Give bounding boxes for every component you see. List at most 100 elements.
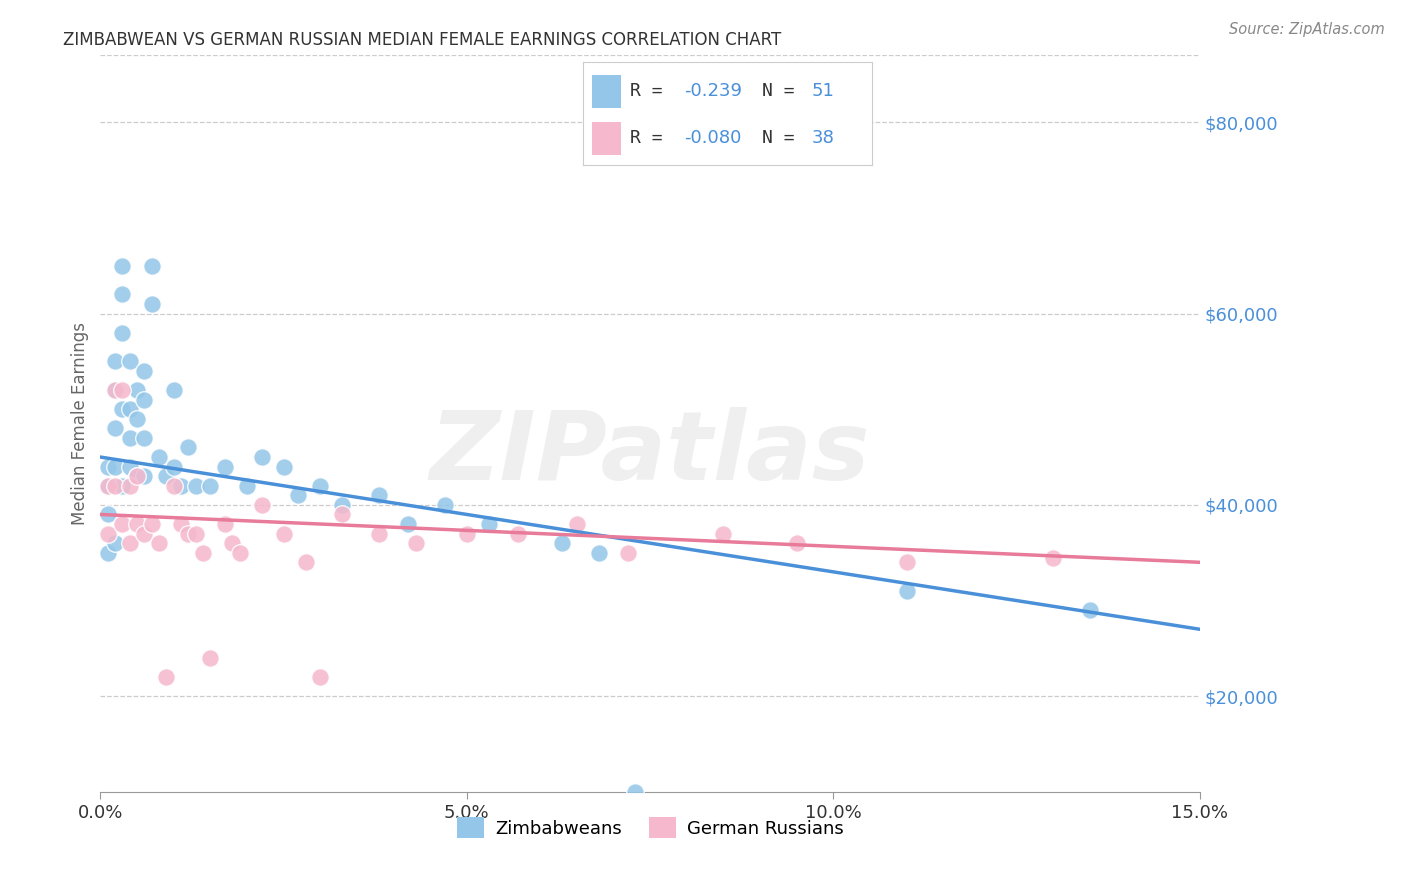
Point — [170, 516, 193, 531]
Point — [134, 431, 156, 445]
Point — [214, 516, 236, 531]
Point — [163, 479, 186, 493]
Point — [191, 546, 214, 560]
Point — [134, 364, 156, 378]
Point — [236, 479, 259, 493]
Point — [250, 450, 273, 464]
Point — [588, 546, 610, 560]
Text: N =: N = — [762, 129, 806, 147]
Point — [330, 508, 353, 522]
Point — [97, 459, 120, 474]
Point — [221, 536, 243, 550]
Point — [405, 536, 427, 550]
Point — [309, 479, 332, 493]
Point — [104, 479, 127, 493]
Text: ZIMBABWEAN VS GERMAN RUSSIAN MEDIAN FEMALE EARNINGS CORRELATION CHART: ZIMBABWEAN VS GERMAN RUSSIAN MEDIAN FEMA… — [63, 31, 782, 49]
Point — [396, 516, 419, 531]
Text: R =: R = — [630, 82, 673, 100]
Point — [111, 402, 134, 417]
Point — [617, 546, 640, 560]
Point — [104, 536, 127, 550]
Point — [433, 498, 456, 512]
Point — [118, 479, 141, 493]
Point — [177, 441, 200, 455]
Point — [367, 526, 389, 541]
Point — [141, 516, 163, 531]
Point — [125, 469, 148, 483]
Point — [896, 555, 918, 569]
Point — [456, 526, 478, 541]
Point — [111, 287, 134, 301]
Point — [125, 516, 148, 531]
Point — [111, 326, 134, 340]
Point — [294, 555, 316, 569]
Point — [367, 488, 389, 502]
Point — [118, 536, 141, 550]
Point — [163, 459, 186, 474]
FancyBboxPatch shape — [592, 122, 621, 155]
Text: 38: 38 — [811, 129, 834, 147]
Point — [141, 297, 163, 311]
Point — [97, 546, 120, 560]
Text: N =: N = — [762, 82, 806, 100]
Text: Source: ZipAtlas.com: Source: ZipAtlas.com — [1229, 22, 1385, 37]
Point — [896, 584, 918, 599]
Point — [287, 488, 309, 502]
Point — [104, 383, 127, 397]
Point — [118, 459, 141, 474]
Point — [624, 785, 647, 799]
Point — [163, 383, 186, 397]
Point — [228, 546, 250, 560]
Point — [1042, 550, 1064, 565]
Point — [111, 259, 134, 273]
Point — [104, 354, 127, 368]
Point — [125, 469, 148, 483]
Point — [214, 459, 236, 474]
Point — [141, 259, 163, 273]
Point — [478, 516, 501, 531]
Point — [250, 498, 273, 512]
Text: R =: R = — [630, 129, 673, 147]
Point — [118, 354, 141, 368]
Point — [786, 536, 808, 550]
Point — [565, 516, 588, 531]
Point — [118, 402, 141, 417]
Point — [111, 516, 134, 531]
Text: ZIPatlas: ZIPatlas — [430, 407, 870, 500]
FancyBboxPatch shape — [592, 75, 621, 108]
Point — [330, 498, 353, 512]
Point — [309, 670, 332, 684]
Point — [200, 651, 222, 665]
Point — [97, 508, 120, 522]
Point — [508, 526, 530, 541]
Point — [125, 383, 148, 397]
Point — [184, 526, 207, 541]
Point — [148, 450, 170, 464]
Point — [111, 479, 134, 493]
Point — [184, 479, 207, 493]
Point — [1078, 603, 1101, 617]
Point — [551, 536, 574, 550]
Text: 51: 51 — [811, 82, 834, 100]
Point — [134, 469, 156, 483]
Point — [104, 421, 127, 435]
Point — [148, 536, 170, 550]
Y-axis label: Median Female Earnings: Median Female Earnings — [72, 322, 89, 525]
Point — [97, 479, 120, 493]
Point — [111, 383, 134, 397]
Text: -0.080: -0.080 — [685, 129, 742, 147]
Point — [125, 411, 148, 425]
Point — [134, 526, 156, 541]
Point — [97, 526, 120, 541]
Point — [273, 526, 295, 541]
Legend: Zimbabweans, German Russians: Zimbabweans, German Russians — [450, 810, 851, 846]
Point — [200, 479, 222, 493]
Text: -0.239: -0.239 — [685, 82, 742, 100]
Point — [713, 526, 735, 541]
Point — [170, 479, 193, 493]
Point — [104, 459, 127, 474]
Point — [273, 459, 295, 474]
Point — [104, 383, 127, 397]
Point — [177, 526, 200, 541]
Point — [155, 469, 177, 483]
